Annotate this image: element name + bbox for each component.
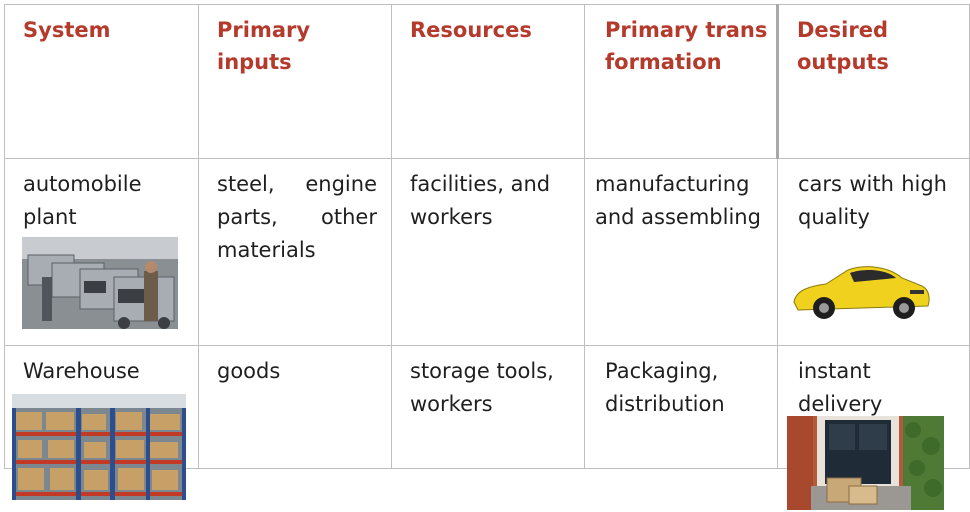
cell-text: cars with high quality xyxy=(798,172,947,229)
doorstep-package-photo xyxy=(787,416,944,510)
header-resources: Resources xyxy=(410,18,532,42)
cell-text: goods xyxy=(217,359,281,383)
yellow-sports-car-photo xyxy=(790,258,932,324)
header-primary-transformation: Primary transformation xyxy=(605,18,768,74)
header-cell: Primary transformation xyxy=(584,4,779,159)
header-cell: System xyxy=(4,4,199,159)
cell: storage tools, workers xyxy=(391,345,585,469)
cell-text: Warehouse xyxy=(23,359,140,383)
header-system: System xyxy=(23,18,111,42)
warehouse-shelves-photo xyxy=(12,394,186,500)
header-primary-inputs: Primary inputs xyxy=(217,18,311,74)
cell-text: Packaging, distribution xyxy=(605,359,725,416)
cell: cars with high quality xyxy=(777,158,970,346)
cell: goods xyxy=(198,345,392,469)
cell: steel, engine parts, other materials xyxy=(198,158,392,346)
cell-text: steel, engine parts, other materials xyxy=(217,172,377,262)
cell-text: automobile plant xyxy=(23,172,142,229)
header-desired-outputs: Desired outputs xyxy=(797,18,889,74)
cell: Packaging, distribution xyxy=(584,345,778,469)
cell: manufacturing and assembling xyxy=(584,158,778,346)
cell: facilities, and workers xyxy=(391,158,585,346)
cell-text: storage tools, workers xyxy=(410,359,554,416)
header-cell: Primary inputs xyxy=(198,4,392,159)
cell-text: instant delivery xyxy=(798,359,883,416)
header-cell: Desired outputs xyxy=(777,4,970,159)
header-row: System Primary inputs Resources Primary … xyxy=(4,4,970,159)
assembly-line-photo xyxy=(22,237,178,329)
cell-text: facilities, and workers xyxy=(410,172,551,229)
cell-text: manufacturing and assembling xyxy=(595,172,761,229)
header-cell: Resources xyxy=(391,4,585,159)
